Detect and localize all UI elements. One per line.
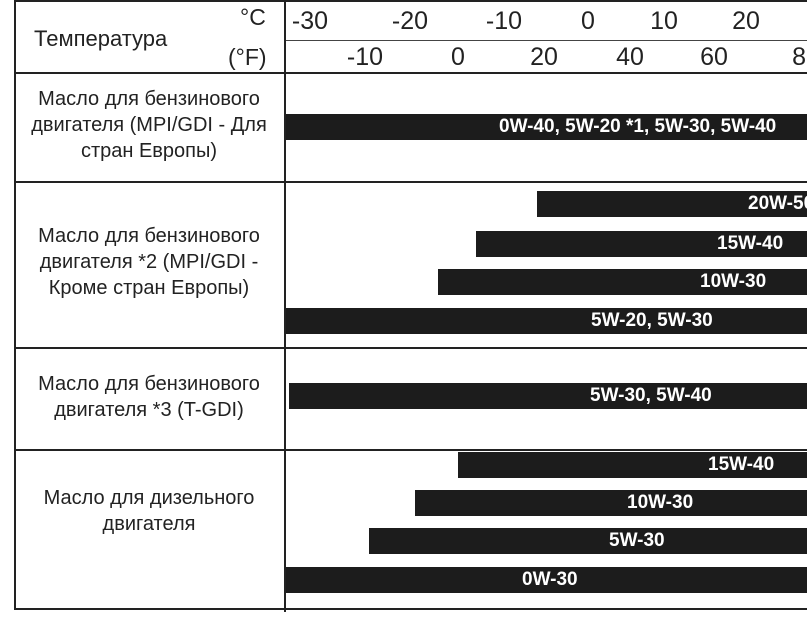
grade-label: 5W-20, 5W-30: [591, 310, 713, 331]
grade-label: 10W-30: [700, 271, 767, 292]
top-border: [14, 0, 807, 2]
section-divider-1: [14, 181, 807, 183]
temperature-header: Температура: [34, 26, 168, 51]
fahrenheit-tick: 20: [530, 43, 558, 71]
grade-bar: 15W-40: [458, 452, 807, 478]
grade-bar: 5W-30: [369, 528, 807, 554]
fahrenheit-unit: (°F): [228, 44, 267, 70]
fahrenheit-tick: 80: [792, 43, 807, 71]
fahrenheit-tick: 60: [700, 43, 728, 71]
celsius-tick: 0: [581, 7, 595, 35]
grade-label: 15W-40: [708, 454, 775, 475]
grade-label: 0W-30: [522, 569, 578, 590]
section-label-petrol-europe: Масло для бензинового двигателя (MPI/GDI…: [31, 88, 267, 162]
grade-label: 10W-30: [627, 492, 694, 513]
left-border: [14, 0, 16, 609]
header-divider: [14, 72, 807, 74]
fahrenheit-tick: 0: [451, 43, 465, 71]
celsius-tick: -30: [291, 7, 329, 35]
grade-label: 15W-40: [717, 233, 784, 254]
celsius-tick: -10: [485, 7, 523, 35]
grade-bar: 10W-30: [415, 490, 807, 516]
fahrenheit-tick: 40: [616, 43, 644, 71]
grade-bar: 0W-40, 5W-20 *1, 5W-30, 5W-40: [286, 114, 807, 140]
label-column-divider: [284, 0, 286, 612]
section-divider-3: [14, 449, 807, 451]
grade-bar: 0W-30: [286, 567, 807, 593]
fahrenheit-tick: -10: [346, 43, 384, 71]
grade-bar: 15W-40: [476, 231, 807, 257]
section-divider-2: [14, 347, 807, 349]
celsius-tick: 20: [732, 7, 760, 35]
celsius-tick: 10: [650, 7, 678, 35]
grade-label: 20W-50: [748, 193, 807, 214]
celsius-tick: -20: [391, 7, 429, 35]
scale-divider: [286, 40, 807, 41]
section-label-diesel: Масло для дизельного двигателя: [43, 487, 255, 535]
grade-label: 5W-30, 5W-40: [590, 385, 712, 406]
celsius-unit: °C: [240, 4, 266, 30]
section-label-petrol-non-europe: Масло для бензинового двигателя *2 (MPI/…: [38, 225, 260, 299]
grade-bar: 5W-20, 5W-30: [286, 308, 807, 334]
grade-label: 5W-30: [609, 530, 665, 551]
grade-bar: 20W-50: [537, 191, 807, 217]
bottom-border: [14, 608, 807, 610]
grade-bar: 5W-30, 5W-40: [289, 383, 807, 409]
grade-bar: 10W-30: [438, 269, 807, 295]
grade-label: 0W-40, 5W-20 *1, 5W-30, 5W-40: [499, 116, 777, 137]
section-label-petrol-tgdi: Масло для бензинового двигателя *3 (T-GD…: [38, 373, 260, 421]
